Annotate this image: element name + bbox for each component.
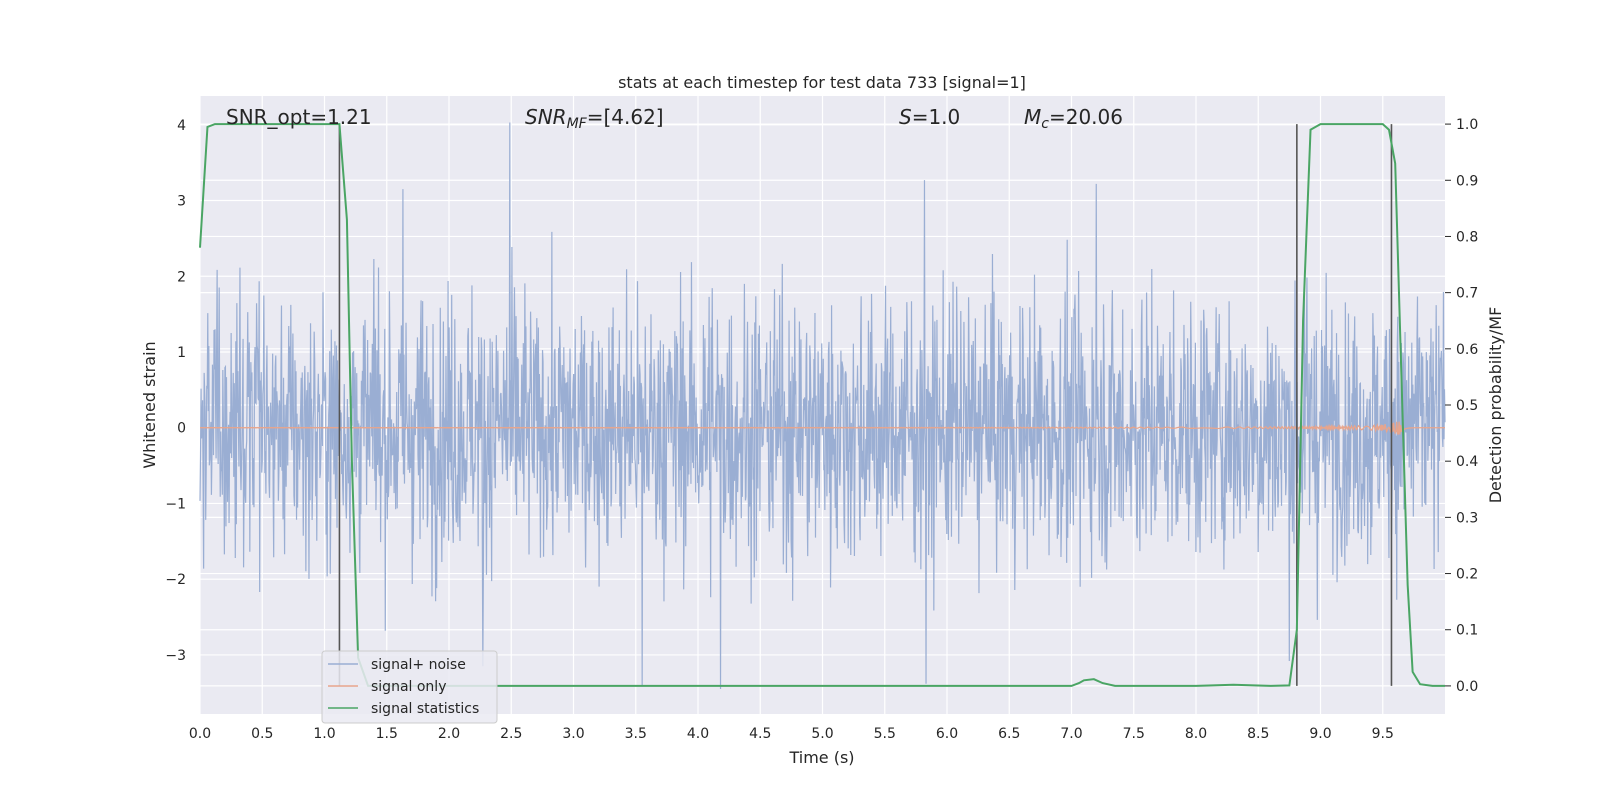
x-tick-label: 2.0 [438,726,460,742]
y-right-tick-labels: 1.0 0.9 0.8 0.7 0.6 0.5 0.4 0.3 0.2 0.1 0.0 [1445,117,1478,695]
x-tick-label: 3.0 [562,726,584,742]
y-right-tick-label: 1.0 [1456,117,1478,133]
x-tick-label: 6.0 [936,726,958,742]
x-tick-label: 8.0 [1185,726,1207,742]
y-tick-label: 0 [177,421,186,437]
y-tick-labels: 4 3 2 1 0 −1 −2 −3 [165,118,186,664]
x-tick-label: 7.5 [1123,726,1145,742]
legend-label-statistics: signal statistics [371,701,479,717]
y-tick-label: −1 [165,496,186,512]
chart-title: stats at each timestep for test data 733… [618,73,1026,92]
legend-label-signal: signal only [371,679,446,695]
y-right-tick-label: 0.2 [1456,567,1478,583]
y-tick-label: −2 [165,572,186,588]
annotation-snr-mf: SNRMF=[4.62] [525,105,664,132]
y-tick-label: −3 [165,648,186,664]
legend-box [321,650,498,724]
x-tick-label: 1.5 [376,726,398,742]
signal-only-line [199,421,1445,435]
y-right-tick-label: 0.9 [1456,173,1478,189]
x-tick-label: 9.5 [1372,726,1394,742]
y-tick-label: 2 [177,269,186,285]
x-tick-label: 4.0 [687,726,709,742]
x-tick-label: 5.5 [874,726,896,742]
series-signal-noise [199,122,1446,690]
y-right-tick-label: 0.3 [1456,510,1478,526]
x-tick-label: 4.5 [749,726,771,742]
x-tick-label: 3.5 [625,726,647,742]
y-right-tick-label: 0.0 [1456,679,1478,695]
x-tick-label: 2.5 [500,726,522,742]
annotation-mc: Mc=20.06 [1024,105,1123,132]
series-signal-statistics [199,123,1445,687]
x-tick-label: 1.0 [313,726,335,742]
series-signal-only [199,421,1445,435]
x-tick-labels: 0.0 0.5 1.0 1.5 2.0 2.5 3.0 3.5 4.0 4.5 5.0 5.5 6.0 6… [189,726,1394,742]
y-right-axis-label: Detection probability/MF [1486,307,1505,504]
y-right-tick-label: 0.5 [1456,398,1478,414]
y-axis-label: Whitened strain [140,341,159,468]
annotation-snr-opt: SNR_opt=1.21 [226,105,372,129]
legend-label-noise: signal+ noise [371,657,466,673]
x-tick-label: 8.5 [1247,726,1269,742]
annotation-s: S=1.0 [899,105,960,129]
x-tick-label: 0.0 [189,726,211,742]
x-axis-label: Time (s) [788,748,854,767]
x-tick-label: 5.0 [811,726,833,742]
y-right-tick-label: 0.7 [1456,286,1478,302]
legend: signal+ noise signal only signal statist… [321,650,498,724]
y-tick-label: 1 [177,345,186,361]
x-tick-label: 7.0 [1060,726,1082,742]
y-right-tick-label: 0.8 [1456,229,1478,245]
y-tick-label: 4 [177,118,186,134]
y-right-tick-label: 0.4 [1456,454,1478,470]
x-tick-label: 9.0 [1309,726,1331,742]
signal-noise-line [199,122,1446,690]
x-tick-label: 6.5 [998,726,1020,742]
x-tick-label: 0.5 [251,726,273,742]
signal-statistics-line [199,123,1445,687]
y-tick-label: 3 [177,194,186,210]
y-right-tick-label: 0.6 [1456,342,1478,358]
y-right-tick-label: 0.1 [1456,623,1478,639]
